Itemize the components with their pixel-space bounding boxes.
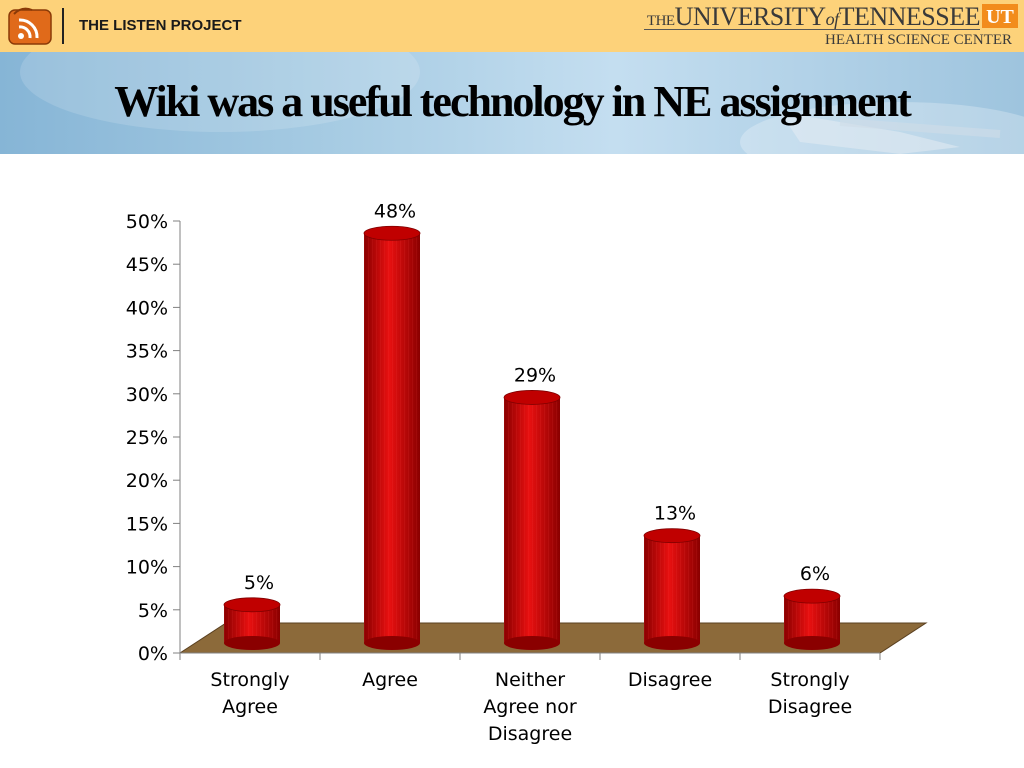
project-title: THE LISTEN PROJECT [79, 17, 242, 34]
y-tick-label: 25% [126, 427, 168, 449]
slide-title: Wiki was a useful technology in NE assig… [114, 77, 911, 126]
y-tick-label: 0% [138, 643, 168, 665]
bar-top [643, 528, 701, 544]
y-tick-label: 45% [126, 254, 168, 276]
bar-base [364, 636, 420, 650]
title-banner: Wiki was a useful technology in NE assig… [0, 52, 1024, 154]
bar-texture [644, 535, 700, 643]
university-state: TENNESSEE [838, 2, 981, 31]
bar-top [503, 390, 561, 405]
header-bar: THE LISTEN PROJECT THEUNIVERSITYofTENNES… [0, 0, 1024, 52]
data-label: 13% [654, 503, 696, 525]
bar-chart: 0% 5% 10% 15% 20% 25% 30% 35% 40% 45% 50% 5% 48% 29% 1… [126, 200, 928, 745]
y-tick-label: 30% [126, 384, 168, 406]
category-label: Neither Agree nor Disagree [483, 669, 577, 745]
data-label: 48% [374, 200, 416, 222]
data-label: 5% [244, 572, 274, 594]
category-label: Strongly Disagree [768, 669, 852, 718]
university-prefix: THE [646, 13, 675, 29]
bar-top [783, 588, 841, 604]
ut-mark-text: UT [986, 6, 1014, 28]
y-tick-label: 5% [138, 600, 168, 622]
category-label: Disagree [628, 669, 712, 691]
bar-base [224, 636, 280, 650]
y-tick-label: 40% [126, 297, 168, 319]
bar-texture [784, 596, 840, 643]
bar-top [223, 597, 281, 613]
y-tick-label: 35% [126, 341, 168, 363]
category-label: Strongly Agree [210, 669, 289, 718]
university-main: UNIVERSITY [674, 2, 827, 31]
ut-logo-icon: UT [982, 4, 1018, 28]
header-divider [62, 8, 64, 44]
university-name: THEUNIVERSITYofTENNESSEE [646, 2, 981, 32]
university-subtitle: HEALTH SCIENCE CENTER [825, 32, 1012, 48]
bar-base [784, 636, 840, 650]
category-label: Agree [362, 669, 418, 691]
y-tick-label: 50% [126, 211, 168, 233]
bar-top [363, 225, 421, 241]
rss-logo-icon [8, 7, 52, 45]
bar-base [644, 636, 700, 650]
y-tick-label: 20% [126, 470, 168, 492]
y-tick-label: 10% [126, 557, 168, 579]
university-logo: THEUNIVERSITYofTENNESSEE HEALTH SCIENCE … [640, 2, 1020, 50]
bar-texture [364, 233, 420, 643]
bar-texture [504, 397, 560, 643]
bar-base [504, 636, 560, 650]
banner-background-image [20, 52, 1024, 154]
university-rule [644, 29, 980, 30]
data-label: 29% [514, 364, 556, 386]
data-label: 6% [800, 563, 830, 585]
university-of: of [825, 9, 840, 29]
y-tick-label: 15% [126, 513, 168, 535]
